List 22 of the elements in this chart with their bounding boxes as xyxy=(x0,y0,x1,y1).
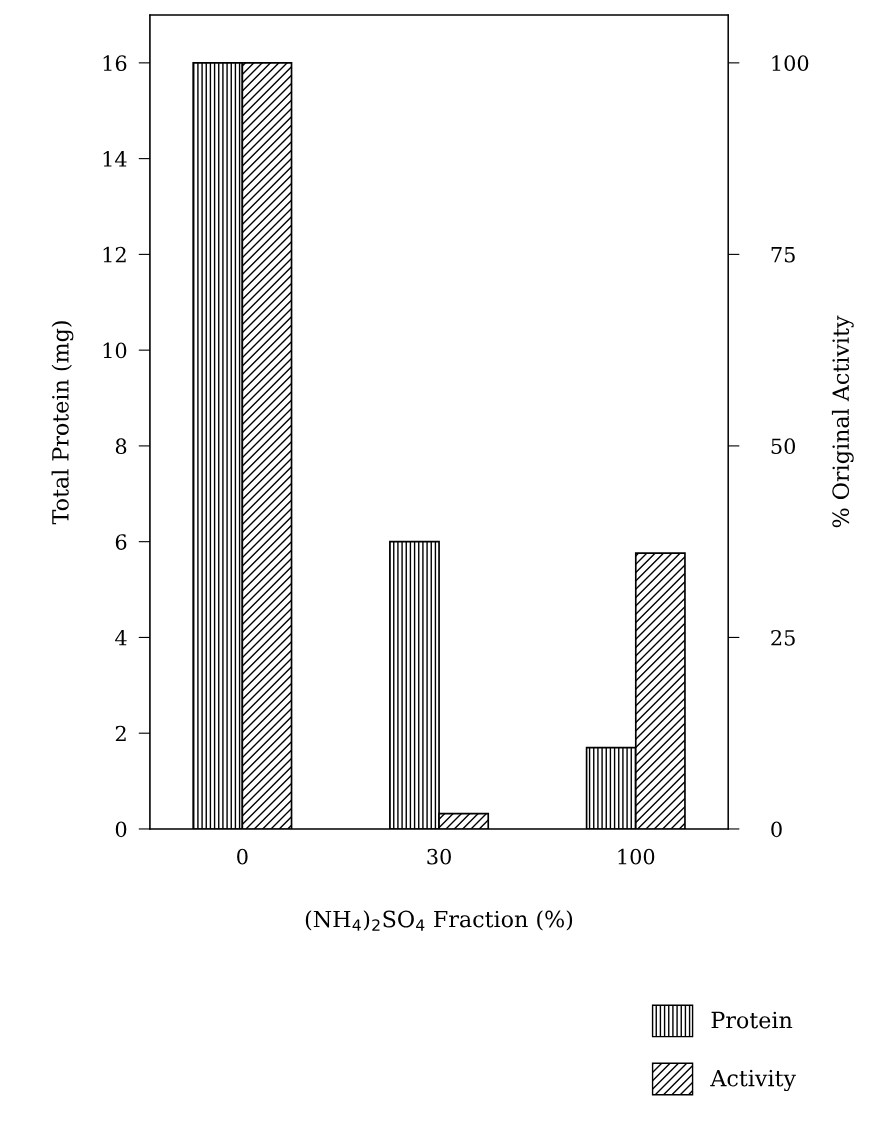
x-tick-label: 100 xyxy=(618,848,655,865)
x-tick-label: 0 xyxy=(237,848,248,865)
y2-tick-label: 50 xyxy=(771,438,796,455)
y-axis-title: Total Protein (mg) xyxy=(51,321,74,525)
y-tick-label: 12 xyxy=(103,246,126,263)
y-tick-label: 16 xyxy=(103,55,127,72)
y-tick-label: 14 xyxy=(103,151,127,167)
x-axis-title: (NH$_{4}$)$_{2}$SO$_{4}$ Fraction (%) xyxy=(305,910,573,931)
y2-tick-label: 0 xyxy=(771,821,782,838)
x-tick-label: 30 xyxy=(427,848,451,865)
y2-tick-label: 75 xyxy=(771,247,795,263)
legend-label: Activity xyxy=(710,1069,796,1092)
y-tick-label: 0 xyxy=(115,821,127,838)
y-tick-label: 6 xyxy=(115,534,127,550)
y-tick-label: 4 xyxy=(115,629,127,646)
y2-axis-title: % Original Activity xyxy=(831,315,854,528)
y2-tick-label: 25 xyxy=(771,629,795,646)
y2-tick-label: 100 xyxy=(772,55,809,72)
y-tick-label: 8 xyxy=(115,438,127,455)
legend-label: Protein xyxy=(711,1011,793,1029)
y-tick-label: 10 xyxy=(103,342,127,359)
y-tick-label: 2 xyxy=(115,725,126,742)
